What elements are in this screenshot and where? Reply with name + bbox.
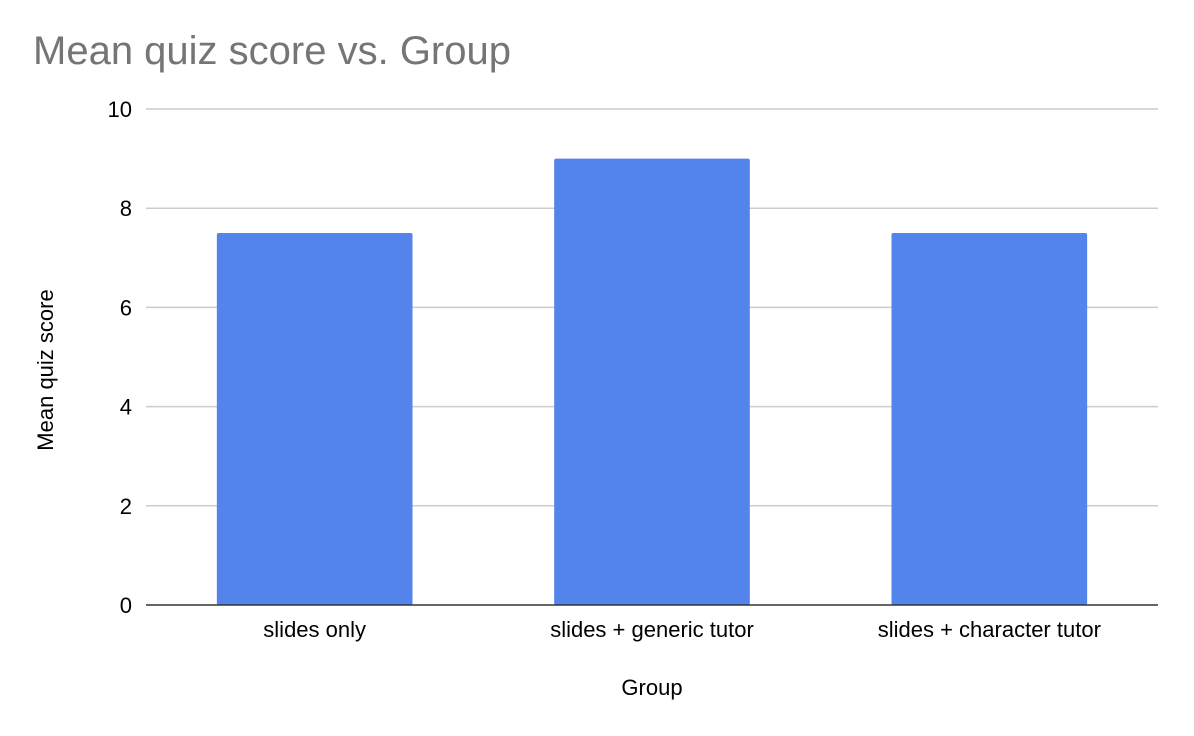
x-tick-label-2: slides + generic tutor <box>550 617 754 642</box>
x-tick-label-3: slides + character tutor <box>878 617 1101 642</box>
y-tick-label-2: 2 <box>120 494 132 519</box>
bar-2 <box>554 158 750 605</box>
bar-1 <box>216 233 413 605</box>
chart-title: Mean quiz score vs. Group <box>33 29 511 73</box>
y-tick-label-10: 10 <box>108 97 132 122</box>
y-tick-label-6: 6 <box>120 295 132 320</box>
x-tick-label-1: slides only <box>263 617 366 642</box>
bars <box>216 158 1088 605</box>
tick-labels: 0 2 4 6 8 10 slides only slides + generic tutor… <box>108 97 1101 642</box>
bar-3 <box>891 233 1088 605</box>
y-tick-label-4: 4 <box>120 395 132 420</box>
y-tick-label-8: 8 <box>120 196 132 221</box>
x-axis-title: Group <box>621 675 682 700</box>
y-axis-title: Mean quiz score <box>33 289 58 450</box>
y-tick-label-0: 0 <box>120 593 132 618</box>
